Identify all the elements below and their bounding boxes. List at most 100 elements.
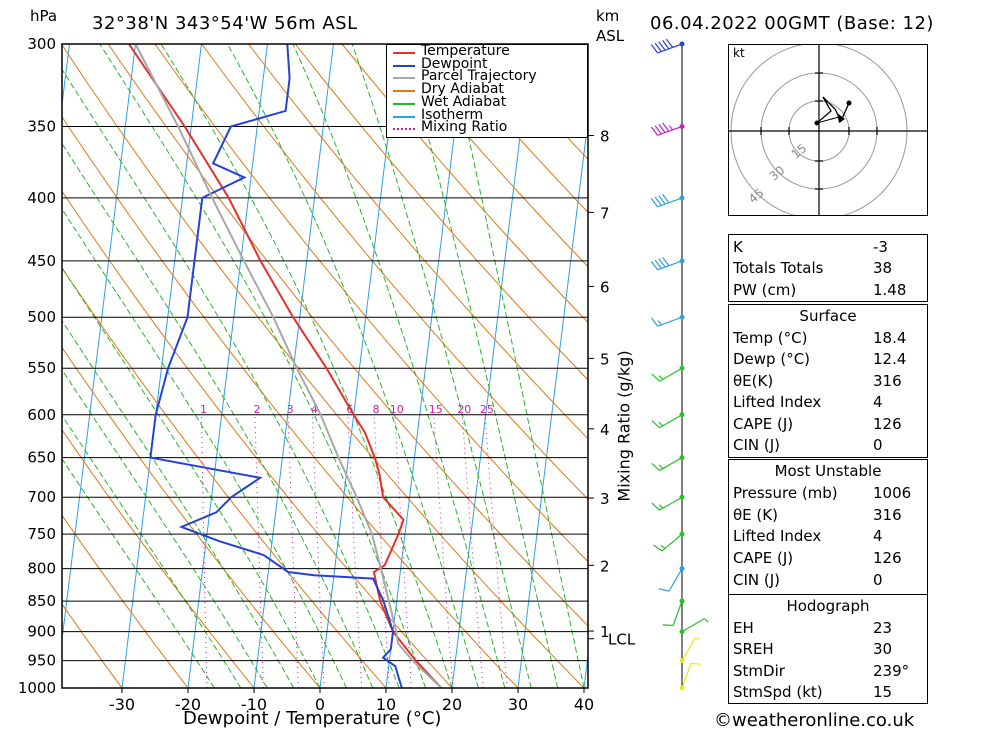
legend-label: Mixing Ratio bbox=[421, 119, 508, 136]
wind-barb bbox=[679, 618, 709, 635]
stmspd-value: 15 bbox=[873, 683, 893, 701]
mixing-ratio-axis-label: Mixing Ratio (g/kg) bbox=[614, 350, 634, 502]
k-index-value: -3 bbox=[873, 238, 888, 256]
wind-barb bbox=[650, 193, 685, 208]
pressure-tick-label: 300 bbox=[27, 35, 56, 53]
temperature-tick-label: -30 bbox=[109, 695, 135, 714]
km-tick-label: 1 bbox=[600, 623, 610, 641]
most-unstable-title: Most Unstable bbox=[774, 462, 882, 480]
stmspd-label: StmSpd (kt) bbox=[733, 683, 823, 701]
km-tick-label: 5 bbox=[600, 350, 610, 368]
surface-cin-value: 0 bbox=[873, 436, 883, 454]
dry-adiabat-line bbox=[62, 44, 585, 688]
mixing-ratio-label: 15 bbox=[429, 403, 443, 416]
datetime-label: 06.04.2022 00GMT (Base: 12) bbox=[650, 13, 934, 34]
mu-cin-value: 0 bbox=[873, 571, 883, 589]
legend-swatch bbox=[393, 128, 415, 131]
dewpoint-profile bbox=[149, 44, 403, 688]
wind-barb bbox=[650, 314, 685, 327]
k-index-label: K bbox=[733, 238, 743, 256]
mu-cin-label: CIN (J) bbox=[733, 571, 781, 589]
dry-adiabat-line bbox=[294, 44, 588, 381]
asl-label: ASL bbox=[596, 27, 625, 45]
mixing-ratio-line bbox=[287, 414, 299, 688]
mixing-ratio-label: 8 bbox=[373, 403, 380, 416]
legend-item: Temperature bbox=[391, 43, 581, 59]
pw-label: PW (cm) bbox=[733, 281, 797, 299]
wind-barb bbox=[653, 531, 685, 552]
wind-barb bbox=[662, 598, 685, 627]
sreh-value: 30 bbox=[873, 640, 893, 658]
sreh-label: SREH bbox=[733, 640, 774, 658]
mu-theta-label: θE (K) bbox=[733, 506, 778, 524]
hodograph-plot: 15 30 45 bbox=[729, 45, 927, 215]
mu-pressure-label: Pressure (mb) bbox=[733, 484, 838, 502]
pressure-tick-label: 400 bbox=[27, 189, 56, 207]
surface-dewp-label: Dewp (°C) bbox=[733, 350, 811, 368]
mixing-ratio-label: 2 bbox=[254, 403, 261, 416]
wind-barb bbox=[658, 566, 685, 592]
wet-adiabat-line bbox=[403, 44, 559, 688]
wind-barb bbox=[679, 637, 701, 664]
indices-box: K -3 Totals Totals 38 PW (cm) 1.48 bbox=[728, 234, 928, 302]
location-title: 32°38'N 343°54'W 56m ASL bbox=[92, 13, 358, 34]
mu-pressure-value: 1006 bbox=[873, 484, 912, 502]
temperature-profile bbox=[128, 44, 443, 688]
mixing-ratio-label: 4 bbox=[311, 403, 318, 416]
legend-item: Isotherm bbox=[391, 106, 581, 123]
temperature-tick-label: 40 bbox=[574, 695, 594, 714]
isotherm-line bbox=[0, 44, 3, 688]
pressure-unit-label: hPa bbox=[30, 7, 58, 25]
pressure-tick-label: 800 bbox=[27, 560, 56, 578]
pw-value: 1.48 bbox=[873, 281, 907, 299]
hodograph-params-box: Hodograph EH 23 SREH 30 StmDir 239° StmS… bbox=[728, 594, 928, 704]
wet-adiabat-line bbox=[62, 68, 400, 688]
surface-dewp-value: 12.4 bbox=[873, 350, 907, 368]
pressure-tick-label: 550 bbox=[27, 359, 56, 377]
mixing-ratio-line bbox=[311, 414, 325, 688]
totals-label: Totals Totals bbox=[733, 259, 824, 277]
legend-item: Parcel Trajectory bbox=[391, 68, 581, 84]
wind-barb bbox=[650, 38, 685, 54]
stmdir-label: StmDir bbox=[733, 662, 785, 680]
isotherm-line bbox=[62, 44, 136, 644]
hodograph-unit: kt bbox=[733, 46, 745, 60]
wind-barb bbox=[651, 412, 685, 429]
isotherm-line bbox=[451, 44, 532, 688]
pressure-tick-label: 850 bbox=[27, 592, 56, 610]
mu-li-label: Lifted Index bbox=[733, 527, 822, 545]
dry-adiabat-line bbox=[341, 44, 588, 324]
mixing-ratio-label: 3 bbox=[287, 403, 294, 416]
surface-box: Surface Temp (°C) 18.4 Dewp (°C) 12.4 θE… bbox=[728, 304, 928, 458]
wind-barb bbox=[651, 365, 685, 382]
surface-theta-value: 316 bbox=[873, 372, 902, 390]
pressure-tick-label: 900 bbox=[27, 623, 56, 641]
x-axis-label: Dewpoint / Temperature (°C) bbox=[183, 708, 442, 729]
wind-barb bbox=[650, 256, 685, 271]
mu-theta-value: 316 bbox=[873, 506, 902, 524]
legend-label: Isotherm bbox=[421, 106, 484, 123]
legend-swatch bbox=[393, 102, 415, 105]
pressure-tick-label: 1000 bbox=[18, 679, 56, 697]
hodograph-ring-label-30: 30 bbox=[767, 163, 788, 184]
totals-value: 38 bbox=[873, 259, 893, 277]
mu-li-value: 4 bbox=[873, 527, 883, 545]
wind-barb bbox=[651, 455, 685, 472]
mixing-ratio-label: 20 bbox=[457, 403, 471, 416]
hodograph-panel: kt 15 30 45 bbox=[728, 44, 928, 216]
surface-li-value: 4 bbox=[873, 393, 883, 411]
surface-cape-value: 126 bbox=[873, 415, 902, 433]
lcl-label: LCL bbox=[608, 631, 636, 649]
isotherm-line bbox=[253, 44, 334, 688]
dry-adiabat-line bbox=[388, 44, 588, 268]
dry-adiabat-line bbox=[248, 44, 588, 440]
surface-cape-label: CAPE (J) bbox=[733, 415, 794, 433]
dry-adiabat-line bbox=[62, 603, 123, 688]
chart-legend: Temperature Dewpoint Parcel Trajectory Dry … bbox=[386, 43, 588, 138]
legend-item: Dry Adiabat bbox=[391, 81, 581, 98]
hodograph-ring-label-45: 45 bbox=[746, 186, 767, 207]
isotherm-line bbox=[187, 44, 268, 688]
wind-barb bbox=[651, 494, 685, 511]
legend-label: Dry Adiabat bbox=[421, 81, 504, 98]
copyright-link[interactable]: ©weatheronline.co.uk bbox=[714, 710, 915, 731]
